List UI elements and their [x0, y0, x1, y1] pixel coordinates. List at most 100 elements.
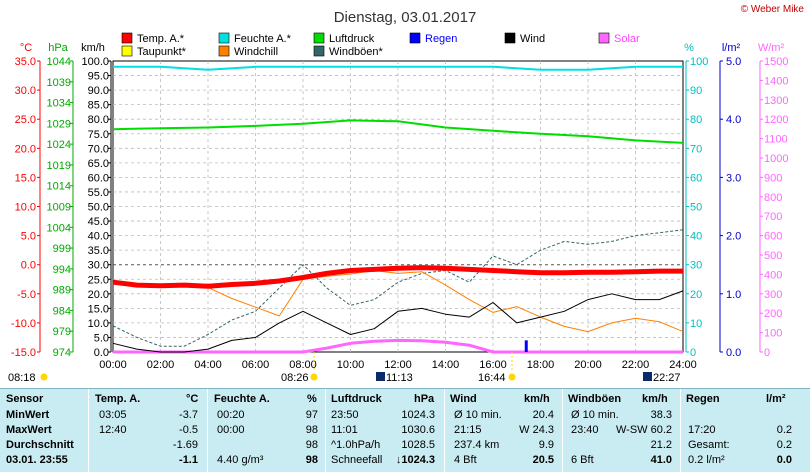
stats-cell-p-val: ↓1024.3 — [395, 454, 435, 466]
kmh-tick: 60.0 — [88, 172, 109, 184]
pct-tick: 40 — [690, 231, 702, 243]
hdr-hum-unit: % — [307, 393, 317, 405]
legend-swatch — [504, 32, 516, 44]
pct-tick: 90 — [690, 85, 702, 97]
kmh-tick: 25.0 — [88, 274, 109, 286]
hpa-tick: 1024 — [47, 139, 71, 151]
stats-cell-r-val: 0.2 — [776, 424, 792, 436]
sunset-label: 16:44 — [478, 372, 506, 384]
series-feuchte-a — [113, 65, 683, 71]
kmh-tick: 20.0 — [88, 289, 109, 301]
x-tick: 00:00 — [99, 359, 127, 371]
rain-tick: 3.0 — [726, 172, 741, 184]
kmh-tick: 40.0 — [88, 231, 109, 243]
kmh-tick: 70.0 — [88, 143, 109, 155]
solar-unit: W/m² — [758, 42, 785, 54]
stats-cell-w-label: Ø 10 min. — [454, 409, 502, 421]
stats-cell-w-val: 20.5 — [532, 454, 554, 466]
kmh-tick: 90.0 — [88, 85, 109, 97]
legend-label: Windböen* — [329, 46, 384, 58]
rain-tick: 0.0 — [726, 347, 741, 359]
pct-tick: 30 — [690, 260, 702, 272]
x-tick: 14:00 — [432, 359, 460, 371]
solar-tick: 600 — [764, 231, 782, 243]
hpa-tick: 974 — [53, 347, 71, 359]
sunset-icon — [508, 373, 516, 381]
hpa-tick: 1009 — [47, 202, 71, 214]
stats-cell-label: MaxWert — [6, 424, 52, 436]
stats-cell-t-val: -3.7 — [179, 409, 198, 421]
series-luftdruck — [112, 119, 684, 144]
chart-title: Dienstag, 03.01.2017 — [334, 9, 477, 26]
x-tick: 16:00 — [479, 359, 507, 371]
stats-table: Sensor Temp. A. °C Feuchte A. % Luftdruc… — [0, 388, 810, 472]
stats-cell-label: 03.01. 23:55 — [6, 454, 68, 466]
kmh-tick: 45.0 — [88, 216, 109, 228]
legend-label: Feuchte A.* — [234, 33, 292, 45]
kmh-tick: 15.0 — [88, 303, 109, 315]
hdr-hum: Feuchte A. — [214, 393, 270, 405]
solar-tick: 1400 — [764, 75, 788, 87]
legend-swatch — [218, 45, 230, 57]
stats-cell-t-time: 12:40 — [99, 424, 127, 436]
x-tick: 18:00 — [527, 359, 555, 371]
stats-cell-p-time: Schneefall — [331, 454, 383, 466]
hdr-gust-unit: km/h — [642, 393, 668, 405]
hpa-tick: 1019 — [47, 160, 71, 172]
temp-tick: 10.0 — [15, 202, 36, 214]
kmh-tick: 30.0 — [88, 260, 109, 272]
solar-tick: 800 — [764, 192, 782, 204]
sun-event-label: 08:26 — [281, 372, 309, 384]
temp-unit: °C — [20, 42, 32, 54]
stats-cell-r-val: 0.2 — [776, 439, 792, 451]
x-tick: 12:00 — [384, 359, 412, 371]
hpa-tick: 1014 — [47, 181, 71, 193]
temp-tick: 30.0 — [15, 85, 36, 97]
stats-cell-g-val: 41.0 — [650, 454, 672, 466]
stats-cell-p-time: ^1.0hPa/h — [331, 439, 381, 451]
series-wind — [112, 290, 684, 353]
stats-cell-g-val: 38.3 — [650, 409, 672, 421]
hpa-tick: 984 — [53, 305, 71, 317]
x-tick: 22:00 — [622, 359, 650, 371]
temp-tick: 0.0 — [21, 260, 36, 272]
stats-cell-h-val: 98 — [305, 424, 318, 436]
series-solar — [113, 338, 683, 354]
hpa-tick: 989 — [53, 285, 71, 297]
kmh-tick: 55.0 — [88, 187, 109, 199]
temp-tick: 5.0 — [21, 231, 36, 243]
stats-cell-g-val: W-SW 60.2 — [615, 424, 672, 436]
stats-cell-w-val: 9.9 — [538, 439, 554, 451]
kmh-tick: 100.0 — [81, 56, 109, 68]
stats-cell-w-val: W 24.3 — [519, 424, 554, 436]
stats-cell-w-label: 4 Bft — [454, 454, 477, 466]
pct-tick: 100 — [690, 56, 708, 68]
solar-tick: 1500 — [764, 56, 788, 68]
hpa-tick: 994 — [53, 264, 71, 276]
stats-cell-p-time: 11:01 — [331, 424, 358, 436]
rain-tick: 1.0 — [726, 289, 741, 301]
solar-tick: 300 — [764, 289, 782, 301]
stats-cell-w-label: 237.4 km — [454, 439, 500, 451]
stats-cell-h-time: 00:00 — [217, 424, 245, 436]
stats-cell-h-time: 00:20 — [217, 409, 245, 421]
stats-cell-t-val: -0.5 — [179, 424, 198, 436]
sunrise-icon — [40, 373, 48, 381]
legend-label: Luftdruck — [329, 33, 375, 45]
hdr-rain: Regen — [686, 393, 720, 405]
pct-tick: 0 — [690, 347, 696, 359]
temp-tick: -10.0 — [11, 318, 36, 330]
hdr-rain-unit: l/m² — [766, 393, 786, 405]
kmh-tick: 80.0 — [88, 114, 109, 126]
x-tick: 10:00 — [337, 359, 365, 371]
legend-swatch — [121, 45, 133, 57]
hpa-tick: 979 — [53, 326, 71, 338]
kmh-tick: 65.0 — [88, 158, 109, 170]
legend-label: Temp. A.* — [137, 33, 185, 45]
stats-cell-label: MinWert — [6, 409, 50, 421]
stats-cell-h-val: 97 — [305, 409, 318, 421]
stats-cell-g-val: 21.2 — [650, 439, 672, 451]
stats-cell-r-label: Gesamt: — [688, 439, 730, 451]
solar-tick: 1200 — [764, 114, 788, 126]
hdr-wind-unit: km/h — [524, 393, 550, 405]
